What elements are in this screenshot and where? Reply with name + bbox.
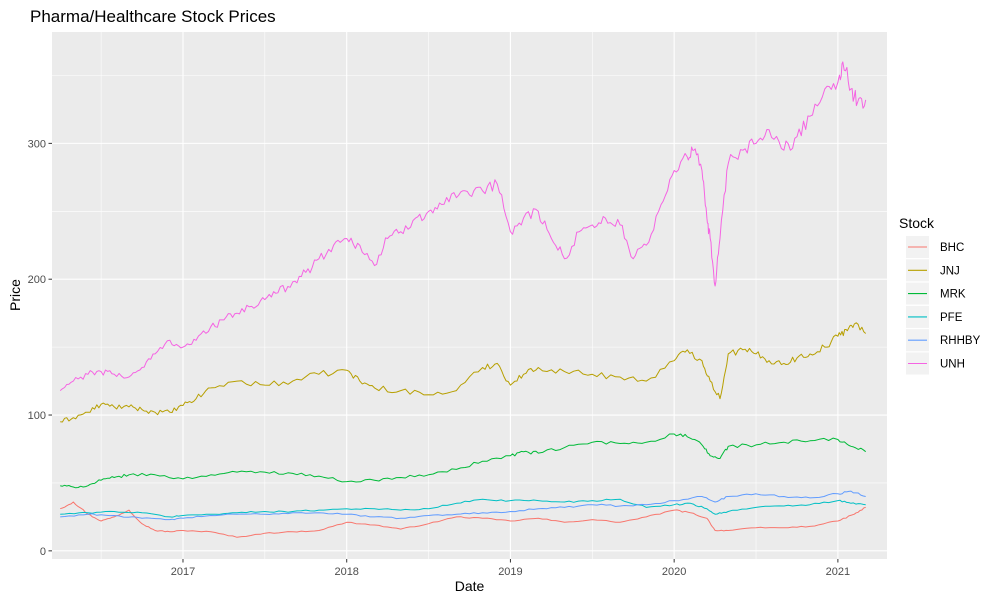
x-tick-label: 2020 (662, 566, 686, 578)
legend: Stock BHC JNJ MRK PFE RHHBY UNH (899, 215, 981, 375)
plot-panel (52, 32, 887, 559)
x-axis-title: Date (455, 578, 485, 594)
y-tick-label: 200 (28, 274, 46, 286)
series-line-jnj (60, 322, 867, 423)
series-line-pfe (60, 498, 866, 518)
x-axis: 2017 2018 2019 2020 2021 (171, 559, 850, 578)
legend-label-bhc: BHC (940, 242, 964, 254)
x-tick-label: 2021 (826, 566, 850, 578)
legend-label-pfe: PFE (940, 312, 963, 324)
series-lines (59, 61, 867, 538)
series-line-mrk (60, 433, 867, 489)
y-axis: 0 100 200 300 (28, 138, 52, 558)
series-line-bhc (60, 501, 866, 538)
y-axis-title: Price (7, 279, 23, 311)
x-tick-label: 2019 (498, 566, 522, 578)
legend-label-mrk: MRK (940, 289, 966, 301)
legend-label-unh: UNH (940, 359, 965, 371)
grid-minor (52, 32, 887, 559)
y-tick-label: 300 (28, 138, 46, 150)
series-line-rhhby (60, 490, 866, 521)
chart-title: Pharma/Healthcare Stock Prices (30, 7, 276, 26)
y-tick-label: 0 (40, 546, 46, 558)
legend-label-jnj: JNJ (940, 265, 960, 277)
legend-label-rhhby: RHHBY (940, 335, 981, 347)
legend-title: Stock (899, 215, 935, 231)
y-tick-label: 100 (28, 410, 46, 422)
x-tick-label: 2017 (171, 566, 195, 578)
series-line-unh (59, 61, 867, 391)
x-tick-label: 2018 (334, 566, 358, 578)
grid-major (52, 32, 887, 559)
